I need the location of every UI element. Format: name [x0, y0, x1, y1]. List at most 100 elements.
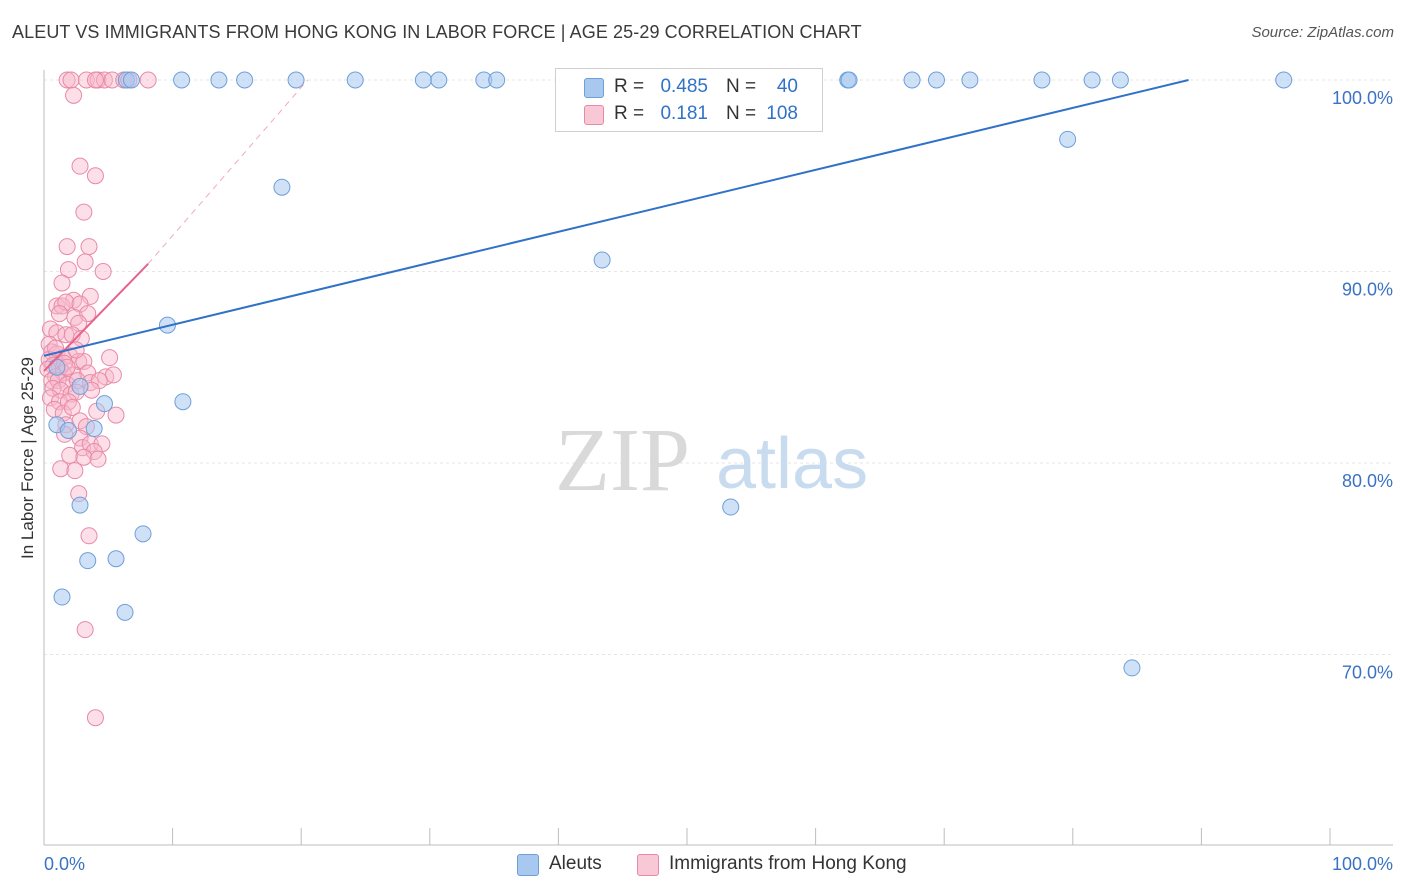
aleut-point: [1033, 71, 1051, 89]
gridlines: [44, 79, 1393, 655]
aleut-point: [59, 421, 77, 439]
hk-point: [104, 366, 122, 384]
legend-swatch-hk: [584, 105, 604, 125]
trend-lines: [43, 79, 1189, 372]
aleut-point: [79, 552, 97, 570]
y-tick-label: 80.0%: [1342, 471, 1393, 491]
aleut-point: [1111, 71, 1129, 89]
aleut-point: [116, 603, 134, 621]
hk-point: [62, 71, 80, 89]
hk-point: [85, 443, 103, 461]
aleut-point: [122, 71, 140, 89]
hk-point: [52, 460, 70, 478]
hk-point: [86, 709, 104, 727]
aleut-trend-line: [43, 79, 1189, 357]
hk-point: [65, 86, 83, 104]
aleut-point: [273, 178, 291, 196]
hk-point: [71, 157, 89, 175]
hk-point: [53, 274, 71, 292]
hk-point: [79, 305, 97, 323]
legend-n-value: 108: [766, 103, 798, 124]
legend-r-value: 0.181: [660, 103, 708, 124]
aleut-point: [95, 395, 113, 413]
legend-row-hk: R = 0.181 N = 108: [556, 101, 822, 127]
legend-n-value: 40: [776, 76, 798, 97]
hk-point: [80, 527, 98, 545]
hk-point: [75, 203, 93, 221]
x-tick-label: 100.0%: [1332, 854, 1393, 874]
aleut-point: [927, 71, 945, 89]
hk-point: [107, 406, 125, 424]
hk-point: [58, 238, 76, 256]
aleut-point: [430, 71, 448, 89]
aleut-point: [85, 420, 103, 438]
hk-point: [58, 71, 76, 89]
legend-n-label: N =: [726, 76, 757, 97]
hk-point: [75, 448, 93, 466]
watermark-atlas: atlas: [716, 424, 868, 504]
y-tick-label: 70.0%: [1342, 663, 1393, 683]
tick-labels: 70.0% 80.0% 90.0% 100.0% 0.0% 100.0%: [44, 88, 1393, 874]
hk-point: [80, 238, 98, 256]
hk-point: [76, 253, 94, 271]
aleut-point: [840, 71, 858, 89]
aleut-point: [593, 251, 611, 269]
aleut-point: [1059, 130, 1077, 148]
watermark-zip: ZIP: [555, 411, 690, 510]
hk-point: [50, 305, 68, 323]
aleut-point: [210, 71, 228, 89]
source-credit: Source: ZipAtlas.com: [1251, 24, 1394, 41]
legend-n-label: N =: [726, 103, 757, 124]
aleut-point: [961, 71, 979, 89]
aleut-point: [174, 393, 192, 411]
hk-point: [71, 412, 89, 430]
bottom-legend-label: Immigrants from Hong Kong: [669, 853, 907, 874]
hk-point: [94, 263, 112, 280]
aleut-point: [1275, 71, 1293, 89]
aleut-point: [903, 71, 921, 89]
axes: [43, 70, 1393, 846]
legend-row-aleuts: R = 0.485 N = 40: [556, 74, 822, 100]
hk-point: [101, 349, 119, 367]
aleut-point: [71, 377, 89, 395]
bottom-legend-label: Aleuts: [549, 853, 602, 874]
hk-trend-line: [43, 263, 149, 372]
hk-point: [61, 446, 79, 464]
hk-point: [86, 167, 104, 185]
aleut-point: [71, 496, 89, 514]
aleut-point: [488, 71, 506, 89]
aleut-point: [722, 498, 740, 516]
hk-point: [77, 71, 95, 89]
hk-point: [41, 389, 59, 407]
aleut-point: [236, 71, 254, 89]
aleut-point: [346, 71, 364, 89]
hk-point: [76, 621, 94, 639]
aleut-point: [134, 525, 152, 543]
y-tick-label: 90.0%: [1342, 280, 1393, 300]
aleut-point: [287, 71, 305, 89]
aleut-point: [107, 550, 125, 568]
aleut-point: [53, 588, 71, 606]
correlation-legend: R = 0.485 N = 40 R = 0.181 N = 108: [555, 68, 823, 132]
aleut-point: [48, 358, 66, 376]
hk-point: [89, 450, 107, 468]
chart-title: ALEUT VS IMMIGRANTS FROM HONG KONG IN LA…: [12, 22, 862, 42]
hk-point: [66, 462, 84, 480]
legend-r-label: R =: [614, 103, 645, 124]
hk-trend-extension: [147, 79, 309, 265]
aleut-point: [173, 71, 191, 89]
aleut-point: [414, 71, 432, 89]
bottom-swatch-hk: [637, 854, 659, 876]
legend-swatch-aleuts: [584, 78, 604, 98]
y-tick-label: 100.0%: [1332, 88, 1393, 108]
hk-point: [63, 398, 81, 416]
bottom-swatch-aleuts: [517, 854, 539, 876]
legend-r-label: R =: [614, 76, 645, 97]
hk-point: [86, 71, 104, 89]
legend-r-value: 0.485: [660, 76, 708, 97]
hk-point: [139, 71, 157, 89]
aleut-point: [1083, 71, 1101, 89]
aleut-points: [48, 71, 1293, 677]
aleut-point: [1123, 659, 1141, 677]
